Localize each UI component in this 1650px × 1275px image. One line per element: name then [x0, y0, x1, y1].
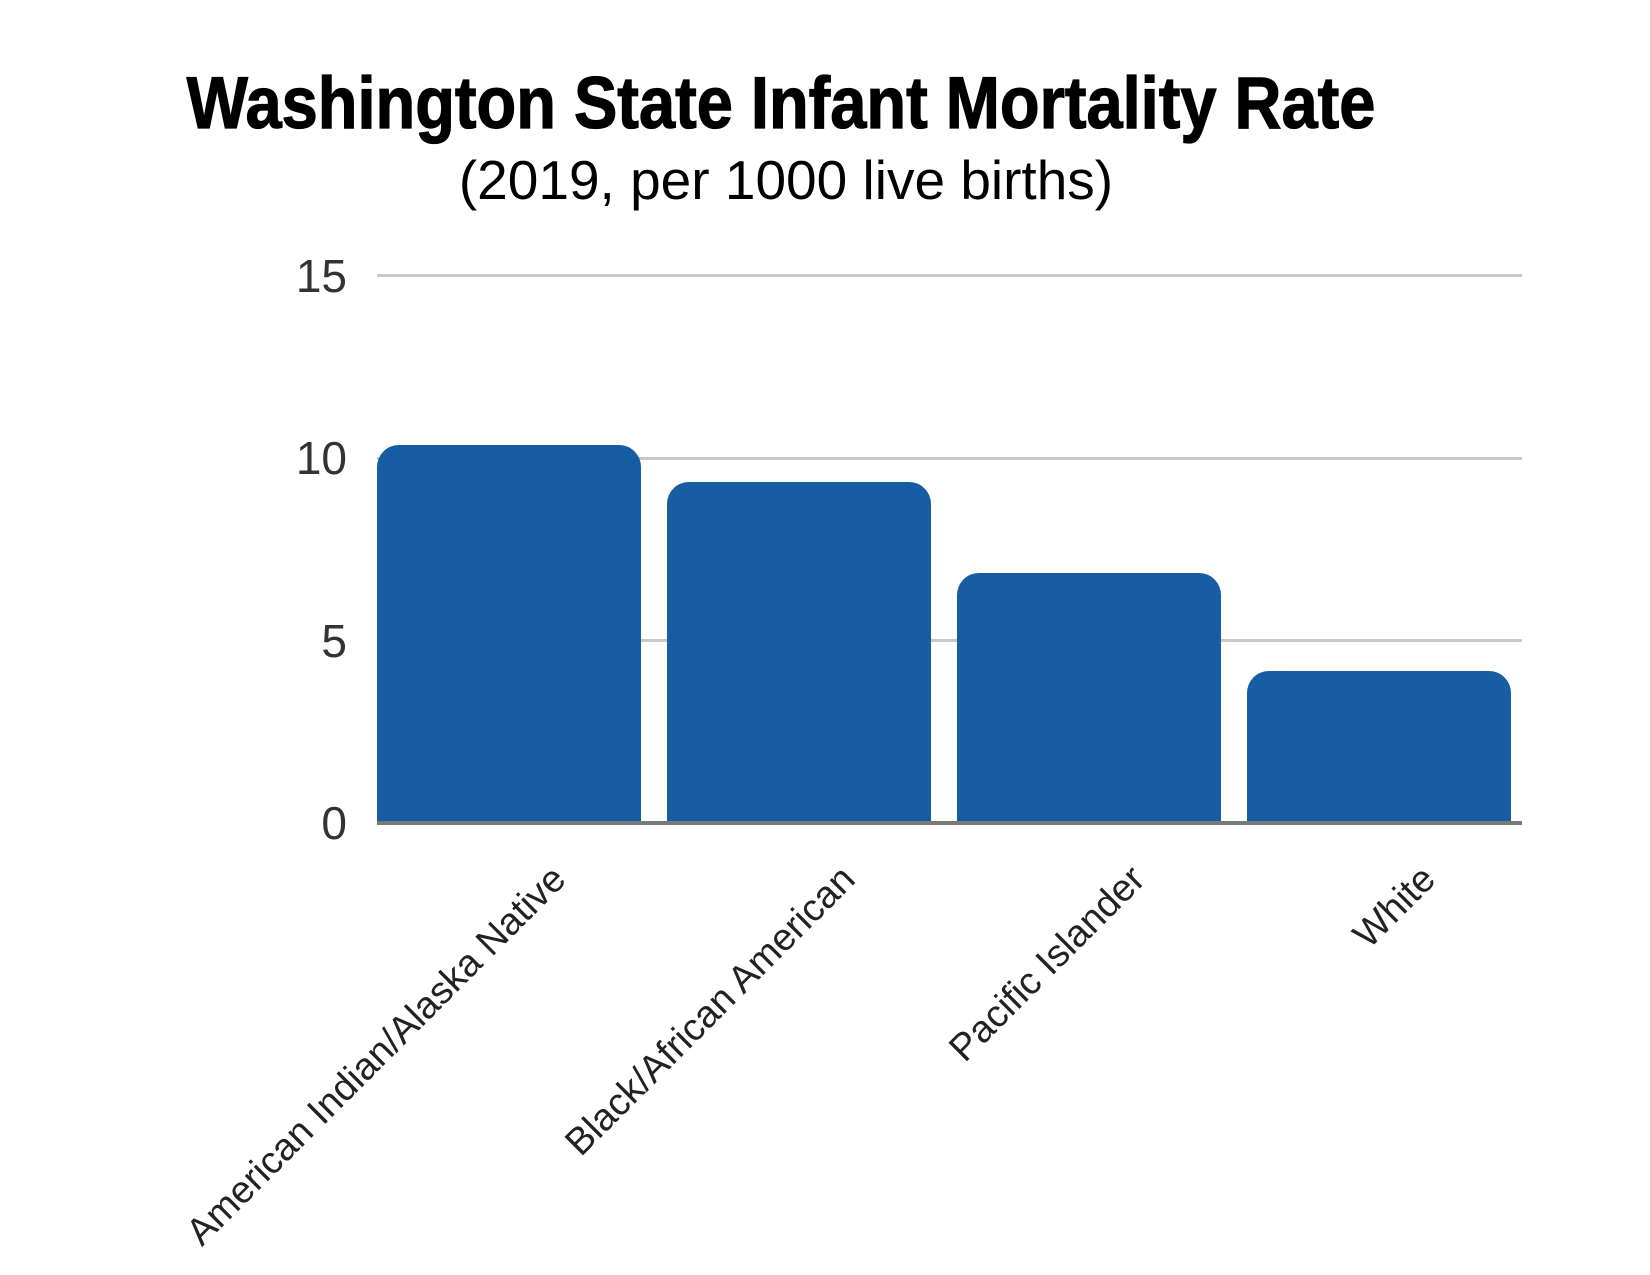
y-axis-tick-label: 5: [321, 614, 347, 667]
chart-subtitle: (2019, per 1000 live births): [458, 149, 1114, 211]
y-axis-tick-label: 15: [295, 249, 347, 302]
y-gridline: [377, 639, 1522, 643]
y-gridline: [377, 274, 1522, 278]
y-gridline: [377, 456, 1522, 460]
bar-black-african-american[interactable]: [667, 481, 931, 821]
chart-title: Washington State Infant Mortality Rate: [186, 63, 1376, 145]
bar-white[interactable]: [1247, 671, 1511, 821]
bar-american-indian-alaska-native[interactable]: [377, 445, 641, 821]
y-axis-tick-label: 0: [321, 797, 347, 849]
x-axis-line: [377, 821, 1522, 825]
y-axis-tick-label: 10: [295, 432, 347, 485]
bar-pacific-islander[interactable]: [957, 573, 1221, 821]
